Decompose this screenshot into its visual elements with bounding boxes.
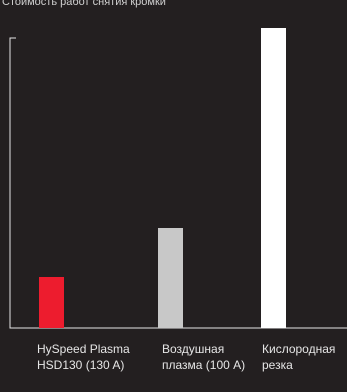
bar [39,277,64,328]
x-tick-label: HySpeed Plasma HSD130 (130 A) [37,342,130,372]
x-tick-label: Воздушная плазма (100 A) [162,342,246,372]
chart-title: Стоимость работ снятия кромки [2,0,166,8]
bar [158,228,183,328]
bar [261,28,286,328]
x-tick-label: Кислородная резка [262,342,336,372]
